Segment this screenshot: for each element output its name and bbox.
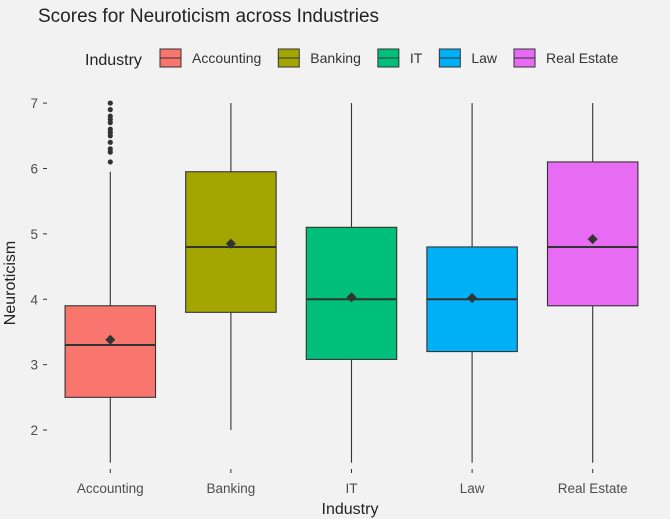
box-group-it [305,103,398,463]
y-tick-label-5: 5 [30,227,38,242]
y-axis: 2 3 4 5 6 7 [30,96,47,438]
mean-marker-accounting [105,334,116,345]
chart-title: Scores for Neuroticism across Industries [38,6,379,27]
y-tick-label-4: 4 [30,292,38,307]
outlier-accounting-10 [107,107,113,113]
x-tick-label-it: IT [346,481,358,496]
legend-title: Industry [85,52,142,69]
x-tick-label-banking: Banking [207,481,256,496]
x-tick-label-law: Law [460,481,485,496]
box-group-law [426,103,518,463]
legend-label-banking: Banking [310,50,361,66]
x-axis: Accounting Banking IT Law Real Estate [77,469,628,496]
box-real-estate [546,161,639,307]
outlier-accounting-3 [107,139,113,145]
outlier-accounting-9 [107,113,113,119]
outlier-accounting-11 [107,100,113,106]
box-group-accounting [64,100,157,463]
legend: Industry Accounting Banking IT Law Real Esta… [85,48,619,69]
y-tick-label-6: 6 [30,161,38,176]
mean-marker-banking [225,238,236,249]
mean-marker-real-estate [587,234,598,245]
legend-label-it: IT [410,50,423,66]
x-tick-label-real-estate: Real Estate [558,481,628,496]
mean-marker-it [346,292,357,303]
outlier-accounting-6 [107,126,113,132]
y-tick-label-3: 3 [30,358,38,373]
y-tick-label-7: 7 [30,96,38,111]
plot-area [64,100,639,463]
box-group-real-estate [546,103,639,463]
outlier-accounting-0 [107,159,113,165]
x-tick-label-accounting: Accounting [77,481,144,496]
legend-label-law: Law [471,50,498,66]
legend-label-real-estate: Real Estate [546,50,619,66]
legend-label-accounting: Accounting [192,50,261,66]
box-group-banking [185,103,277,431]
mean-marker-law [467,292,478,303]
y-tick-label-2: 2 [30,423,38,438]
box-accounting [64,305,157,398]
outlier-accounting-2 [107,146,113,152]
x-axis-title: Industry [322,501,379,518]
y-axis-title: Neuroticism [2,241,19,325]
